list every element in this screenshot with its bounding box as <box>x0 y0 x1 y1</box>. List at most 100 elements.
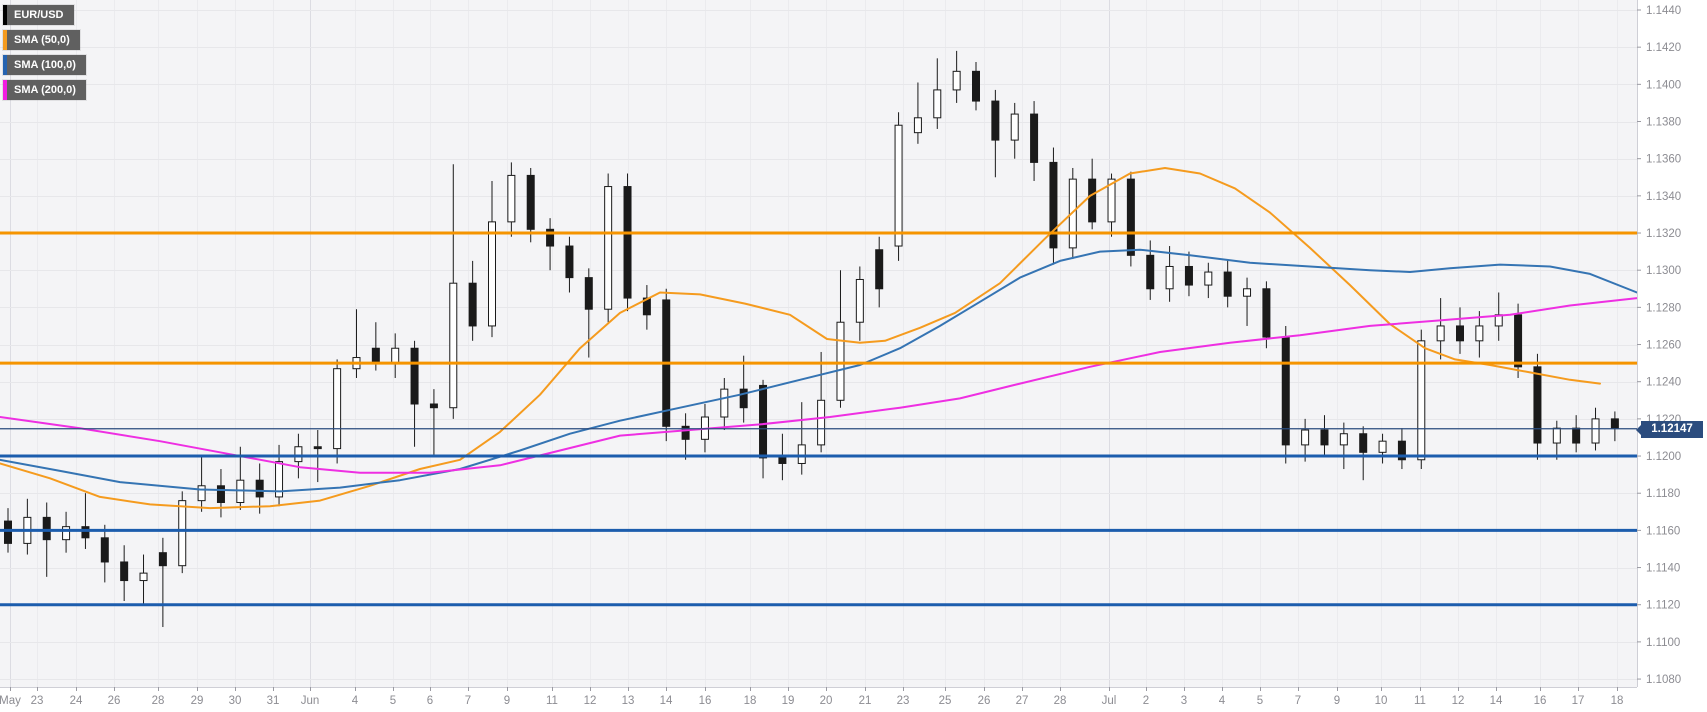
legend-item-eur-usd[interactable]: EUR/USD <box>3 5 74 25</box>
candle <box>1359 426 1368 481</box>
candle-body-down <box>778 457 787 464</box>
candle-body-down <box>120 561 129 582</box>
candle-body-up <box>178 500 187 567</box>
legend-color-swatch <box>3 55 7 75</box>
date-axis-label: 10 <box>1375 695 1388 707</box>
candle-body-down <box>584 277 593 310</box>
price-axis-label: 1.1140 <box>1646 563 1680 575</box>
candle-body-down <box>1610 418 1619 429</box>
candle-body-up <box>797 444 806 464</box>
candle-body-down <box>216 485 225 504</box>
candle-body-up <box>1475 325 1484 342</box>
candle <box>429 389 438 457</box>
candle <box>100 524 109 583</box>
candle <box>1126 171 1135 267</box>
legend-item-label: SMA (100,0) <box>14 59 76 71</box>
candle-body-down <box>4 520 12 544</box>
candle-body-up <box>294 446 303 463</box>
candle-body-down <box>468 282 477 327</box>
date-axis-label: 28 <box>152 695 165 707</box>
sma-100-line <box>0 248 1638 493</box>
candle <box>642 285 651 330</box>
candle-body-down <box>1088 178 1097 223</box>
candle <box>565 236 574 293</box>
candle-body-down <box>1262 288 1271 338</box>
legend-item-label: SMA (50,0) <box>14 34 70 46</box>
date-axis-label: May <box>0 695 21 707</box>
price-axis-label: 1.1440 <box>1646 5 1681 17</box>
candle-body-up <box>1339 433 1348 446</box>
candle-body-up <box>62 526 71 541</box>
candle <box>933 58 942 129</box>
candle <box>604 173 613 323</box>
candle-body-up <box>817 399 826 446</box>
date-axis-label: 23 <box>31 695 44 707</box>
candle <box>1262 281 1271 349</box>
candle-body-down <box>158 552 167 567</box>
date-axis-label: 16 <box>699 695 712 707</box>
candle <box>546 218 555 271</box>
candle-body-down <box>1514 314 1523 368</box>
date-axis-label: Jul <box>1102 695 1117 707</box>
date-axis-label: 17 <box>1572 695 1585 707</box>
candle-body-up <box>1010 113 1019 141</box>
date-axis-label: 4 <box>352 695 359 707</box>
candle-body-down <box>1320 429 1329 446</box>
candle <box>62 511 71 553</box>
date-axis-label: 28 <box>1054 695 1067 707</box>
candle-body-down <box>1359 433 1368 453</box>
date-axis-label: 24 <box>70 695 83 707</box>
candle-body-up <box>1552 427 1561 444</box>
candle <box>1281 325 1290 464</box>
candle-body-up <box>894 124 903 247</box>
legend-color-swatch <box>3 5 7 25</box>
candle <box>468 260 477 341</box>
candle <box>81 493 90 549</box>
candle-body-down <box>429 403 438 409</box>
candle-body-down <box>410 347 419 405</box>
candle <box>739 355 748 423</box>
legend-color-swatch <box>3 30 7 50</box>
date-axis-label: 11 <box>1414 695 1426 707</box>
candle-body-down <box>681 425 690 440</box>
candle-body-up <box>1107 178 1116 223</box>
candle-body-down <box>991 100 1000 141</box>
candle-body-up <box>604 186 613 310</box>
candle <box>42 502 51 577</box>
candle <box>1339 422 1348 470</box>
candle <box>1243 277 1252 326</box>
price-axis-label: 1.1160 <box>1646 525 1680 537</box>
date-axis-label: 23 <box>897 695 910 707</box>
candle <box>1378 433 1387 464</box>
candle-body-up <box>139 572 148 582</box>
plot-area[interactable] <box>0 0 1637 687</box>
candle-body-up <box>913 117 922 134</box>
price-axis-label: 1.1360 <box>1646 154 1681 166</box>
price-axis-label: 1.1280 <box>1646 302 1681 314</box>
candle <box>1320 415 1329 457</box>
date-axis-label: 3 <box>1181 695 1187 707</box>
candle <box>972 62 980 111</box>
candle <box>488 180 496 338</box>
current-price-badge: 1.12147 <box>1636 421 1703 438</box>
legend-color-swatch <box>3 80 7 100</box>
date-axis-label: 13 <box>622 695 635 707</box>
candle-body-down <box>565 245 574 279</box>
legend-item-sma-50-0[interactable]: SMA (50,0) <box>3 30 80 50</box>
candle <box>1514 303 1523 378</box>
candle <box>197 456 206 512</box>
candle-body-up <box>952 70 961 91</box>
candle-body-down <box>1049 161 1058 249</box>
candle-body-up <box>855 278 864 323</box>
date-axis-label: 29 <box>191 695 204 707</box>
candle-body-down <box>100 537 109 563</box>
legend-item-sma-100-0[interactable]: SMA (100,0) <box>3 55 86 75</box>
candle-body-up <box>720 388 729 418</box>
candle-body-up <box>1243 288 1252 297</box>
candle <box>1301 418 1310 462</box>
legend-item-sma-200-0[interactable]: SMA (200,0) <box>3 80 86 100</box>
candle-body-down <box>1184 265 1193 286</box>
candle-body-down <box>255 479 264 498</box>
candle <box>836 270 845 408</box>
